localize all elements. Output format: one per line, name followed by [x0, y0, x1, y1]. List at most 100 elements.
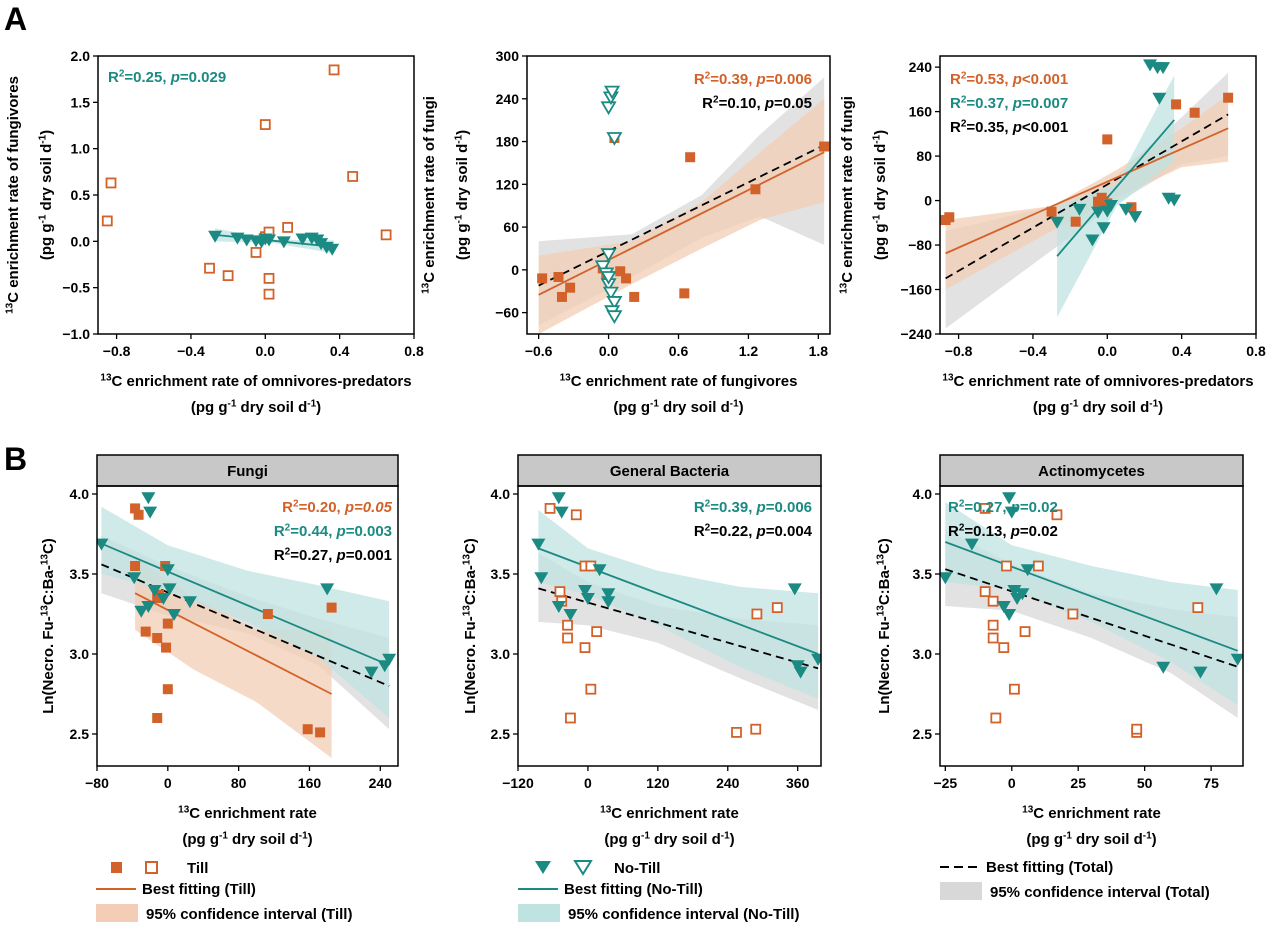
point — [1223, 92, 1234, 103]
fit-line-total — [101, 563, 390, 687]
y-tick-label: 240 — [496, 91, 520, 107]
point — [1230, 653, 1243, 666]
point — [811, 653, 821, 666]
stat-annotation: R2=0.27, p=0.001 — [274, 546, 392, 564]
point — [591, 626, 603, 637]
strip-title: Fungi — [227, 463, 268, 480]
point — [1085, 234, 1100, 247]
point — [987, 595, 999, 607]
point — [531, 538, 546, 551]
y-tick-label: 2.5 — [491, 726, 511, 742]
x-tick-label: 0 — [1008, 775, 1016, 791]
x-tick-label: −0.4 — [177, 343, 205, 359]
point — [1102, 134, 1113, 145]
point — [600, 248, 617, 262]
point — [556, 291, 567, 302]
y-axis-label: Ln(Necro. Fu-13C:Ba-13C) — [39, 538, 57, 714]
point — [615, 266, 626, 277]
point — [731, 727, 742, 738]
ci-band-till — [945, 94, 1229, 290]
point — [1020, 564, 1035, 577]
y-tick-label: 160 — [909, 104, 933, 120]
stat-annotation: R2=0.10, p=0.05 — [702, 94, 812, 112]
fit-line-till — [538, 151, 825, 296]
y-tick-label: −0.5 — [62, 280, 90, 296]
point — [544, 502, 556, 514]
legend-notill-fit-label: Best fitting (No-Till) — [564, 881, 703, 898]
point — [578, 585, 593, 597]
point — [1070, 216, 1081, 227]
legend-total-ci-swatch — [940, 882, 982, 900]
x-tick-label: −0.6 — [525, 343, 553, 359]
point — [987, 632, 999, 644]
point — [130, 503, 141, 514]
y-tick-label: 180 — [496, 134, 520, 150]
stat-annotation: R2=0.35, p<0.001 — [950, 118, 1068, 136]
x-tick-label: 0 — [584, 775, 592, 791]
plot-frame — [517, 485, 822, 767]
point — [130, 561, 141, 571]
point — [1032, 560, 1044, 572]
point — [162, 618, 173, 629]
legend-till-filled-square — [111, 862, 122, 873]
y-tick-label: 3.5 — [491, 566, 511, 582]
y-axis-label: Ln(Necro. Fu-13C:Ba-13C) — [875, 538, 893, 714]
ci-band-no-till — [538, 510, 819, 699]
ci-band-no-till — [1057, 75, 1175, 318]
chart-5: General Bacteria −120 0 120 240 360 2.5 3.0 3.5 4… — [461, 454, 822, 848]
point — [585, 683, 597, 695]
chart-4: Fungi −80 0 80 160 240 2.5 3.0 3.5 4.0 13C enrichm… — [39, 454, 399, 848]
point — [592, 564, 607, 577]
point — [793, 666, 808, 679]
legend-till-marker-label: Till — [187, 860, 208, 877]
point — [1001, 560, 1012, 572]
fit-line-total — [538, 587, 819, 670]
plot-frame — [939, 485, 1244, 767]
point — [1152, 92, 1167, 105]
point — [1189, 107, 1200, 118]
point — [141, 601, 156, 613]
y-tick-label: 60 — [503, 219, 519, 235]
x-tick-label: −0.4 — [1019, 343, 1047, 359]
x-tick-label: 0.0 — [599, 343, 619, 359]
point — [152, 713, 163, 723]
x-tick-label: 0.6 — [669, 343, 689, 359]
point — [606, 132, 623, 146]
point — [621, 273, 632, 284]
strip-title: General Bacteria — [610, 463, 730, 480]
panel-label-a: A — [4, 1, 27, 37]
y-tick-label: 1.5 — [71, 94, 91, 110]
strip-header — [517, 454, 822, 487]
x-tick-label: 0.8 — [1246, 343, 1266, 359]
y-tick-label: 0.5 — [71, 187, 91, 203]
point — [1156, 661, 1171, 674]
point — [161, 642, 172, 653]
point — [1126, 202, 1137, 213]
legend-notill-ci-swatch — [518, 904, 560, 922]
point — [1050, 216, 1065, 229]
x-tick-label: 0.4 — [330, 343, 350, 359]
fit-line-total — [945, 113, 1229, 280]
y-tick-label: 4.0 — [913, 486, 933, 502]
y-tick-label: 4.0 — [491, 486, 511, 502]
stat-annotation: R2=0.53, p<0.001 — [950, 70, 1068, 88]
x-tick-label: 120 — [646, 775, 670, 791]
point — [134, 605, 149, 618]
y-tick-label: 3.5 — [70, 566, 90, 582]
point — [1051, 509, 1063, 521]
panel-label-b: B — [4, 441, 27, 477]
point — [1104, 200, 1119, 213]
x-axis-label: 13C enrichment rate of fungivores — [560, 372, 798, 390]
y-axis-label: 13C enrichment rate of fungi — [838, 96, 856, 294]
chart-2: −0.6 0.0 0.6 1.2 1.8 −60 0 60 120 180 240 300 13C en… — [420, 48, 831, 416]
plot-frame — [96, 485, 399, 767]
point — [250, 247, 262, 258]
point — [162, 684, 173, 695]
fit-line-no-till — [101, 542, 390, 667]
point — [600, 271, 617, 285]
point — [601, 596, 616, 609]
x-tick-label: −120 — [502, 775, 534, 791]
stat-annotation: R2=0.39, p=0.006 — [694, 498, 812, 516]
point — [819, 141, 830, 152]
point — [771, 602, 783, 613]
